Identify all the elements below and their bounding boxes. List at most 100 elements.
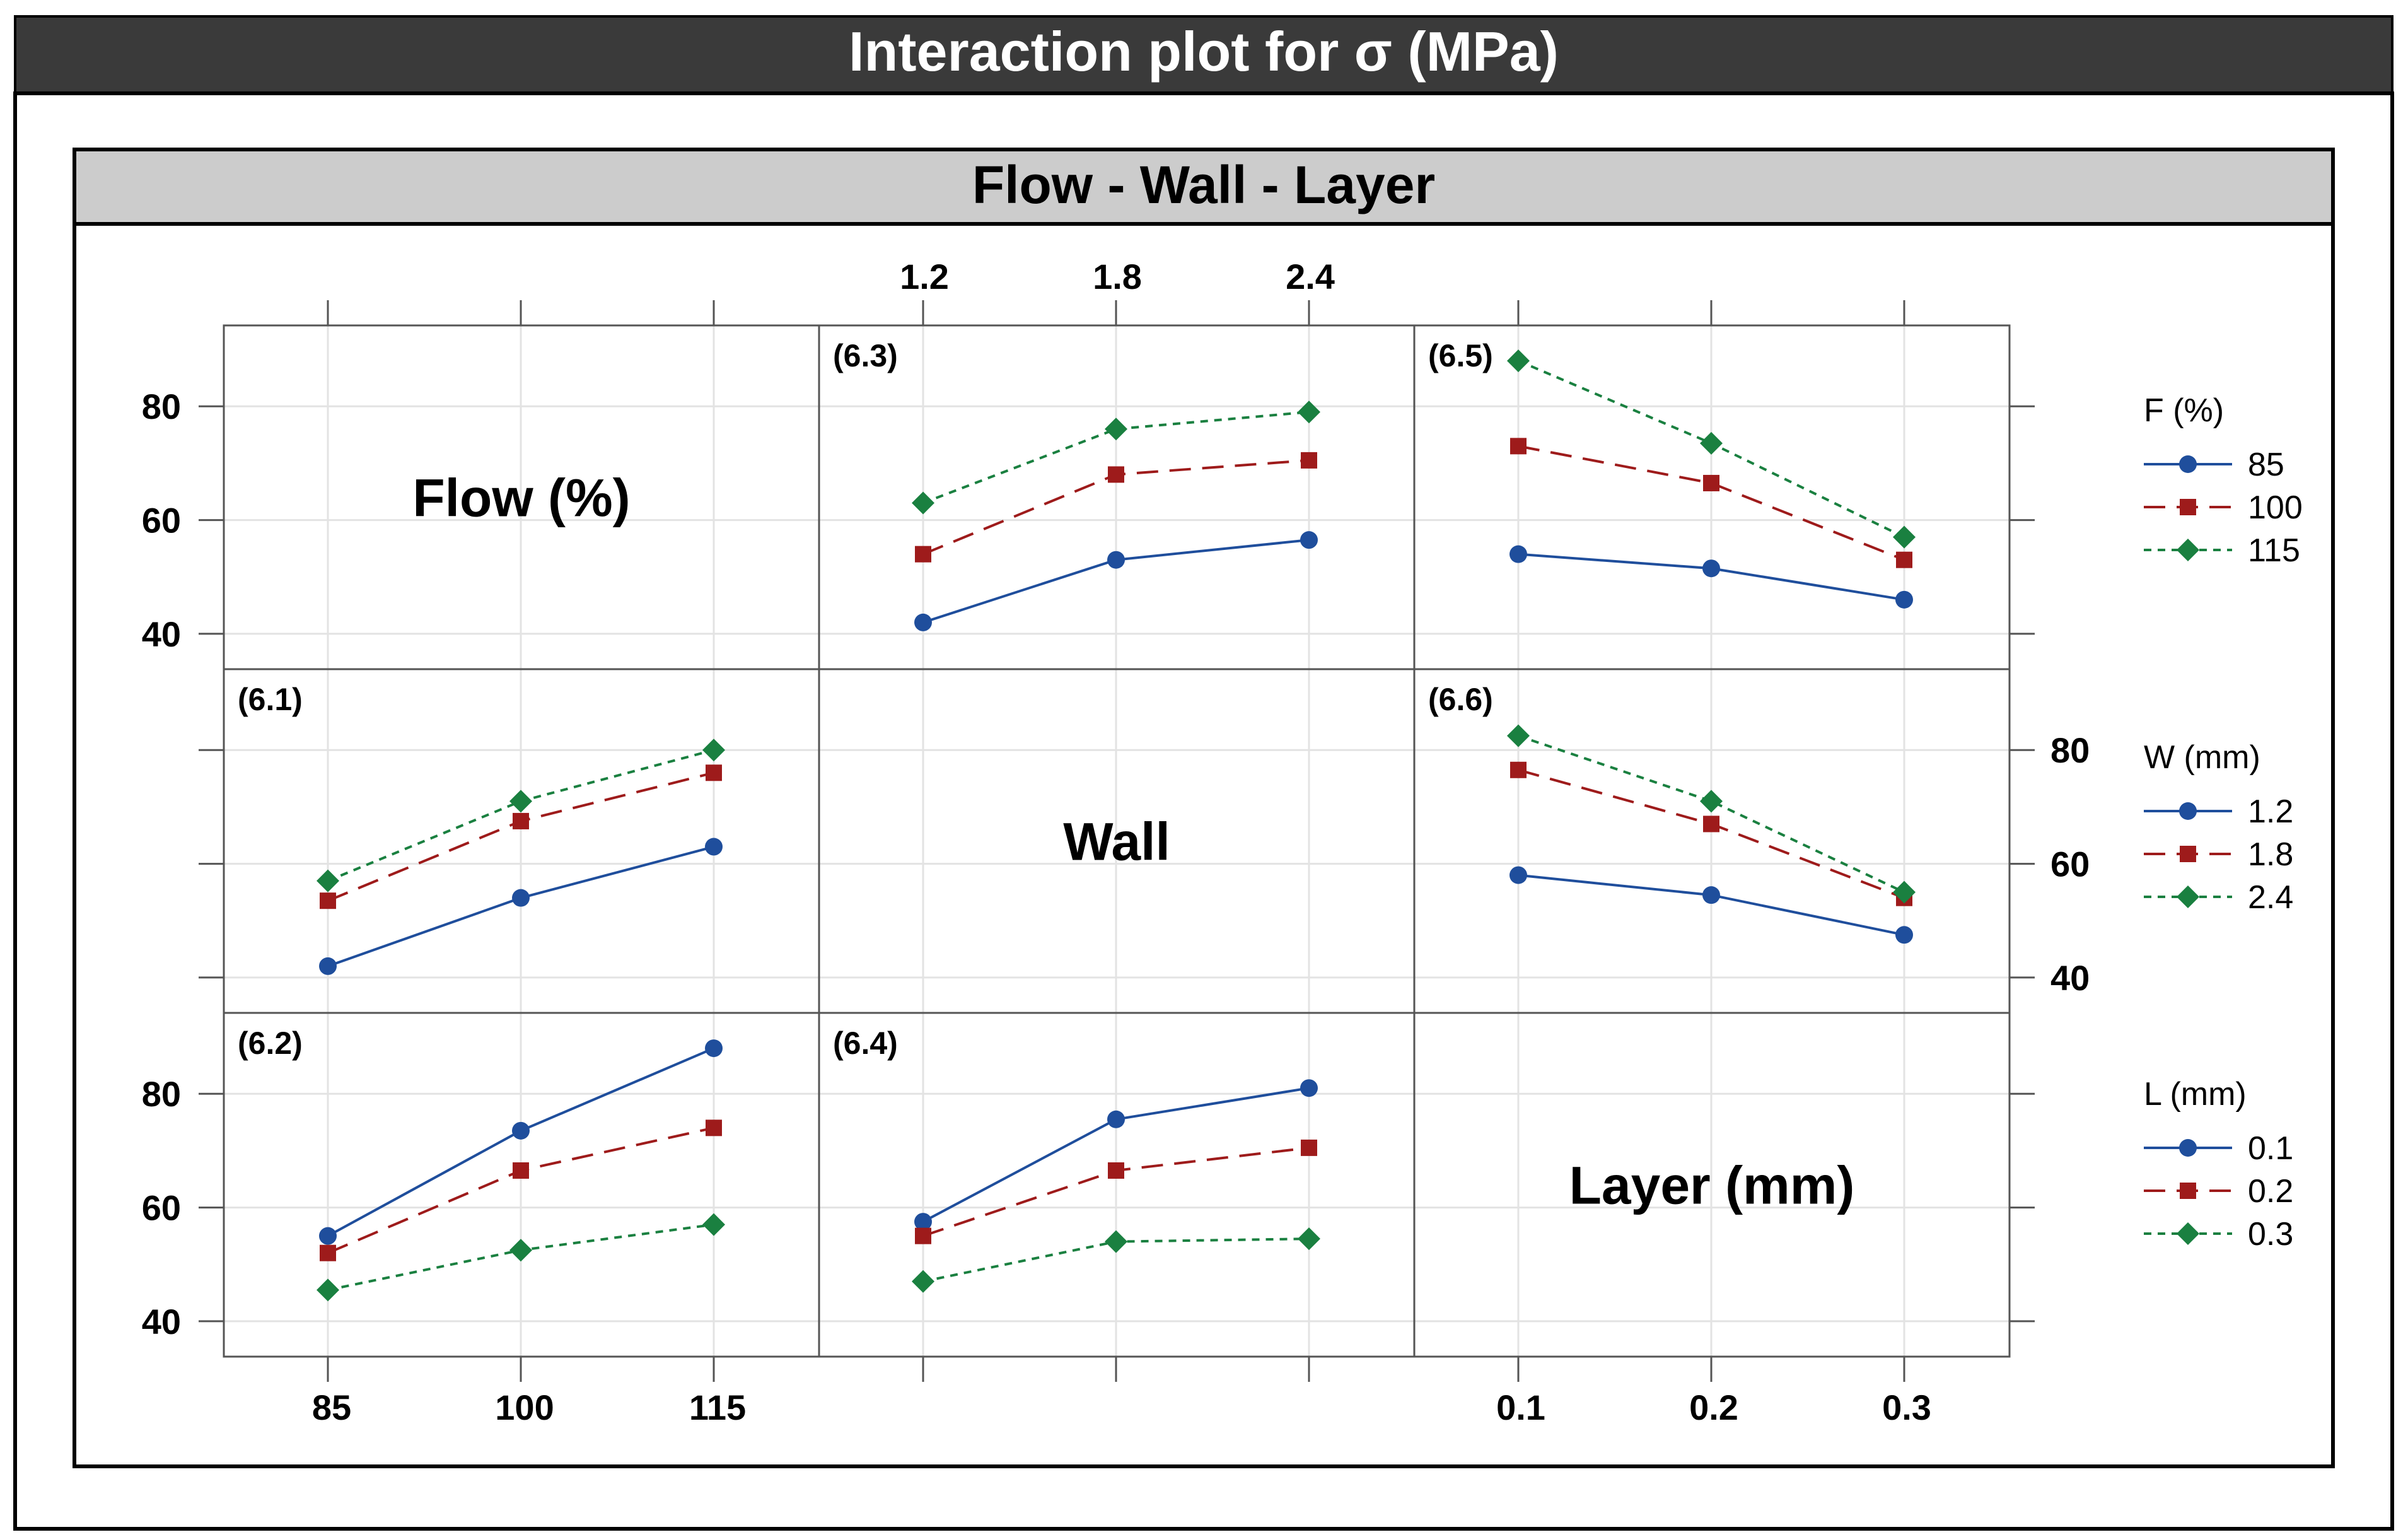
y-tick-label: 80: [142, 387, 181, 426]
y-tick-label: 80: [142, 1074, 181, 1114]
data-point-diamond: [509, 1239, 532, 1262]
legend-title: F (%): [2144, 392, 2224, 429]
legend: F (%) 85 100 115: [2144, 392, 2303, 569]
legend-label: 85: [2248, 447, 2284, 483]
data-point-diamond: [702, 1213, 725, 1236]
data-point-square: [706, 764, 722, 781]
data-point-square: [1301, 1139, 1317, 1156]
legend-label: 1.2: [2248, 793, 2293, 830]
data-point-square: [2180, 1183, 2196, 1199]
data-point-diamond: [317, 1278, 339, 1302]
data-point-square: [2180, 499, 2196, 515]
data-point-diamond: [1700, 790, 1723, 813]
data-point-diamond: [912, 491, 934, 515]
data-point-circle: [914, 1213, 932, 1231]
data-point-diamond: [1507, 349, 1530, 373]
panel-6-2: (6.2): [238, 1026, 725, 1302]
x-tick-label: 1.8: [1093, 257, 1142, 296]
panel-label: (6.1): [238, 682, 303, 717]
data-point-circle: [1107, 1110, 1125, 1128]
x-tick-label: 0.2: [1689, 1388, 1738, 1427]
legend: L (mm)0.1 0.2 0.3: [2144, 1076, 2293, 1253]
data-point-square: [706, 1119, 722, 1137]
panel-label: (6.5): [1428, 338, 1493, 373]
data-point-square: [320, 892, 336, 909]
data-point-circle: [2179, 455, 2197, 473]
x-tick-label: 100: [495, 1388, 554, 1427]
factor-name-label: Flow (%): [412, 469, 630, 528]
data-point-diamond: [2177, 885, 2199, 908]
data-point-square: [1108, 1162, 1124, 1179]
data-point-diamond: [2177, 1222, 2199, 1245]
data-point-diamond: [1298, 400, 1320, 424]
legend-label: 0.2: [2248, 1173, 2293, 1210]
data-point-square: [1108, 466, 1124, 483]
factor-name-label: Wall: [1063, 812, 1170, 872]
data-point-diamond: [702, 739, 725, 762]
data-point-circle: [319, 1227, 337, 1245]
data-point-square: [513, 812, 529, 829]
x-tick-label: 0.3: [1882, 1388, 1931, 1427]
legend-label: 1.8: [2248, 836, 2293, 873]
panel-6-4: (6.4): [833, 1026, 1320, 1293]
factor-name-label: Layer (mm): [1569, 1156, 1855, 1215]
chart-subtitle: Flow - Wall - Layer: [972, 155, 1435, 214]
data-point-circle: [1895, 926, 1913, 944]
x-tick-label: 0.1: [1496, 1388, 1545, 1427]
x-tick-label: 1.2: [900, 257, 949, 296]
series-line: [1518, 445, 1905, 561]
data-point-diamond: [1700, 431, 1723, 455]
data-point-circle: [705, 838, 723, 856]
data-point-circle: [1509, 545, 1527, 563]
x-tick-label: 2.4: [1286, 257, 1335, 296]
panel-6-1: (6.1): [238, 682, 725, 975]
data-point-square: [1301, 452, 1317, 469]
y-tick-label: 40: [2050, 958, 2090, 998]
series-line: [922, 411, 1310, 505]
data-point-diamond: [1893, 525, 1916, 549]
panel-6-3: (6.3): [833, 338, 1320, 631]
data-point-diamond: [1105, 418, 1127, 441]
data-point-square: [1703, 474, 1719, 491]
panel-6-6: (6.6): [1428, 682, 1916, 944]
data-point-diamond: [509, 790, 532, 813]
data-point-circle: [2179, 802, 2197, 820]
data-point-circle: [1702, 559, 1720, 578]
data-point-circle: [2179, 1139, 2197, 1157]
legend-label: 2.4: [2248, 879, 2293, 916]
data-point-circle: [1895, 590, 1913, 609]
data-point-square: [915, 1227, 931, 1244]
legend-label: 100: [2248, 489, 2303, 526]
data-point-diamond: [1298, 1227, 1320, 1251]
data-point-circle: [319, 957, 337, 975]
y-tick-label: 60: [2050, 844, 2090, 884]
data-point-diamond: [1507, 724, 1530, 747]
panel-label: (6.3): [833, 338, 898, 373]
y-tick-label: 60: [142, 501, 181, 541]
panel-label: (6.6): [1428, 682, 1493, 717]
legend-label: 115: [2248, 532, 2300, 569]
data-point-square: [915, 546, 931, 563]
data-point-circle: [1300, 1079, 1318, 1097]
data-point-diamond: [2177, 539, 2199, 561]
legend: W (mm) 1.2 1.8 2.4: [2144, 739, 2293, 916]
y-tick-label: 80: [2050, 730, 2090, 770]
header-bar: [73, 148, 2335, 226]
x-tick-label: 115: [689, 1388, 746, 1427]
data-point-diamond: [1893, 880, 1916, 904]
data-point-square: [320, 1244, 336, 1261]
legend-title: L (mm): [2144, 1076, 2247, 1113]
data-point-square: [513, 1162, 529, 1179]
panel-label: (6.4): [833, 1026, 898, 1061]
legend-label: 0.1: [2248, 1130, 2293, 1167]
y-tick-label: 60: [142, 1188, 181, 1228]
data-point-circle: [1107, 551, 1125, 569]
data-point-diamond: [317, 869, 339, 892]
data-point-circle: [1300, 531, 1318, 549]
legend-label: 0.3: [2248, 1216, 2293, 1253]
data-point-square: [1510, 761, 1527, 778]
data-point-square: [1896, 551, 1912, 568]
data-point-circle: [705, 1039, 723, 1058]
data-point-diamond: [912, 1270, 934, 1293]
